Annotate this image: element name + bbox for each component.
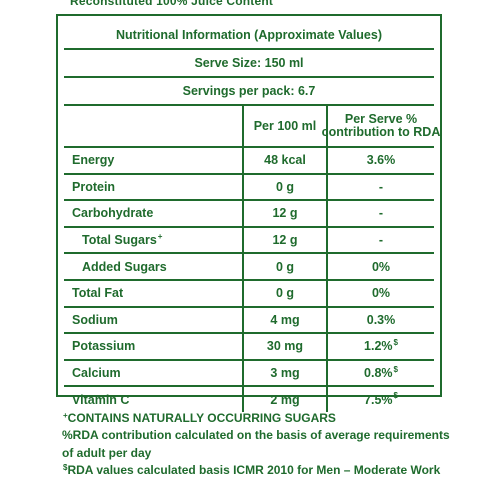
rda-value-sup: $: [393, 337, 398, 347]
nutrient-name: Potassium: [64, 334, 242, 359]
nutrient-name-text: Sodium: [72, 312, 118, 327]
rda-value-text: 0.3%: [366, 312, 396, 327]
rda-value-text: -: [378, 206, 384, 221]
serve-size: Serve Size: 150 ml: [194, 56, 304, 70]
per-100ml-value: 0 g: [242, 174, 326, 200]
footnote-rda-line2: of adult per day: [62, 445, 152, 460]
table-row: Total Sugars +12 g -: [64, 225, 434, 253]
nutrient-name-text: Carbohydrate: [72, 206, 154, 221]
rda-value-text: 1.2%: [364, 339, 393, 354]
nutrient-name-text: Protein: [72, 179, 116, 194]
nutrient-name: Carbohydrate: [64, 201, 242, 226]
table-row: Energy 48 kcal 3.6%: [64, 146, 434, 173]
footnote-naturally-occurring: +CONTAINS NATURALLY OCCURRING SUGARS: [62, 410, 492, 427]
rda-value-sup: $: [393, 391, 398, 401]
rda-value-text: 0.8%: [364, 366, 393, 381]
footnote-dollar-marker: $: [63, 463, 68, 473]
header-per-100ml: Per 100 ml: [242, 106, 326, 146]
per-100ml-value: 0 g: [242, 254, 326, 279]
table-title: Nutritional Information (Approximate Val…: [116, 28, 382, 42]
nutrient-name: Energy: [64, 148, 242, 173]
rda-value: 1.2% $: [326, 334, 434, 359]
table-row: Calcium 3 mg 0.8% $: [64, 358, 434, 386]
nutrient-name: Vitamin C: [64, 387, 242, 412]
rda-value: 7.5% $: [326, 387, 434, 412]
rda-value-text: 0%: [371, 259, 391, 274]
nutrient-name-text: Total Fat: [72, 286, 124, 301]
nutrient-name: Total Fat: [64, 281, 242, 306]
nutrient-name: Protein: [64, 175, 242, 200]
footnotes: +CONTAINS NATURALLY OCCURRING SUGARS %RD…: [62, 410, 492, 480]
table-row: Carbohydrate 12 g -: [64, 199, 434, 226]
rda-value: 0.8% $: [326, 360, 434, 386]
rda-value: 0.3%: [326, 307, 434, 333]
nutrition-table: Nutritional Information (Approximate Val…: [56, 14, 442, 412]
nutrient-name: Calcium: [64, 361, 242, 386]
footnote-rda-line1: %RDA contribution calculated on the basi…: [62, 428, 450, 443]
rda-value-text: 3.6%: [366, 153, 396, 168]
rda-value-text: -: [378, 179, 384, 194]
nutrient-name-text: Vitamin C: [72, 392, 130, 407]
table-row: Added Sugars 0 g 0%: [64, 252, 434, 279]
servings-row: Servings per pack: 6.7: [64, 76, 434, 104]
rda-value: 0%: [326, 254, 434, 279]
nutrient-name-text: Added Sugars: [82, 259, 167, 274]
header-per-serve: Per Serve % contribution to RDA: [322, 106, 440, 146]
table-row: Potassium 30 mg 1.2% $: [64, 332, 434, 359]
header-per-serve-line2: contribution to RDA: [321, 125, 441, 139]
per-100ml-value: 12 g: [242, 227, 326, 253]
nutrient-name: Total Sugars +: [64, 228, 242, 253]
header-blank: [64, 106, 242, 146]
footnote-note1-text: CONTAINS NATURALLY OCCURRING SUGARS: [67, 411, 336, 425]
rda-value-text: 7.5%: [364, 392, 393, 407]
rda-value: 3.6%: [326, 148, 434, 173]
top-cut-caption: Reconstituted 100% Juice Content: [70, 0, 274, 8]
per-100ml-value: 0 g: [242, 281, 326, 306]
per-100ml-value: 4 mg: [242, 307, 326, 333]
rda-value: -: [326, 174, 434, 200]
per-100ml-value: 12 g: [242, 201, 326, 226]
rda-value-sup: $: [393, 364, 398, 374]
rda-value: -: [326, 201, 434, 226]
per-100ml-value: 2 mg: [242, 387, 326, 412]
nutrient-name: Sodium: [64, 308, 242, 333]
per-100ml-value: 3 mg: [242, 360, 326, 386]
nutrient-name-sup: +: [157, 231, 163, 241]
rda-value: -: [326, 227, 434, 253]
footnote-note3-text: RDA values calculated basis ICMR 2010 fo…: [67, 463, 441, 478]
table-row: Sodium 4 mg 0.3%: [64, 305, 434, 333]
nutrient-name-text: Potassium: [72, 339, 136, 354]
table-row: Protein 0 g -: [64, 172, 434, 200]
table-row: Total Fat 0 g 0%: [64, 279, 434, 306]
nutrient-name-text: Energy: [72, 153, 115, 168]
nutrient-name: Added Sugars: [64, 254, 242, 279]
table-title-row: Nutritional Information (Approximate Val…: [64, 22, 434, 48]
servings-per-pack: Servings per pack: 6.7: [182, 84, 316, 98]
serve-size-row: Serve Size: 150 ml: [64, 48, 434, 76]
per-100ml-value: 30 mg: [242, 334, 326, 359]
rda-value-text: -: [378, 233, 384, 248]
footnote-plus-marker: +: [63, 411, 68, 420]
per-100ml-value: 48 kcal: [242, 148, 326, 173]
nutrient-name-text: Calcium: [72, 366, 121, 381]
header-per-serve-line1: Per Serve %: [344, 111, 418, 126]
rda-value: 0%: [326, 281, 434, 306]
rda-value-text: 0%: [371, 286, 391, 301]
footnote-icmr: $RDA values calculated basis ICMR 2010 f…: [62, 462, 492, 479]
header-row: Per 100 ml Per Serve % contribution to R…: [64, 104, 440, 146]
nutrient-name-text: Total Sugars: [82, 233, 157, 248]
